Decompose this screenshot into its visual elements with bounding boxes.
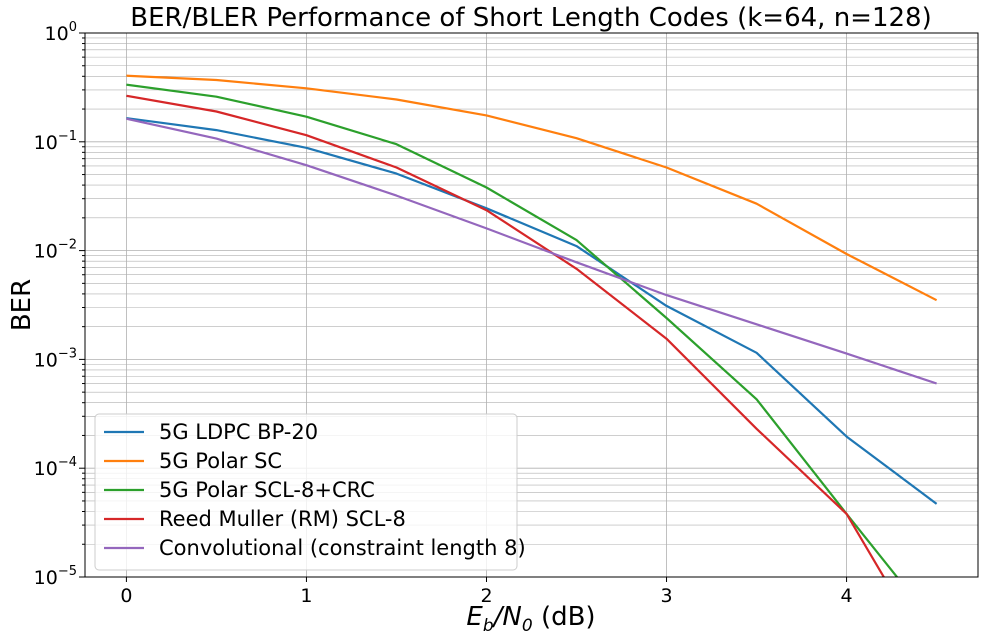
x-axis-label: Eb/N0 (dB) — [466, 602, 595, 636]
x-tick-label: 3 — [660, 585, 672, 607]
series-line-2 — [126, 83, 899, 577]
y-tick-label: 10−5 — [34, 564, 77, 589]
x-axis-label-sep: /N — [492, 602, 522, 632]
y-tick-label: 10−1 — [34, 129, 77, 154]
x-axis-label-main: E — [466, 602, 483, 632]
x-axis-label-sub-0: 0 — [522, 616, 533, 636]
x-axis-label-unit: (dB) — [533, 602, 596, 632]
y-tick-label: 10−3 — [34, 346, 77, 371]
y-tick-label: 10−4 — [34, 455, 77, 480]
x-tick-label: 2 — [480, 585, 492, 607]
plot-frame — [84, 32, 979, 578]
x-tick-label: 1 — [300, 585, 312, 607]
series-line-1 — [126, 74, 938, 302]
x-axis-ticks: 0 1 2 3 4 — [120, 577, 853, 607]
y-tick-label: 100 — [45, 20, 77, 45]
series-layer — [126, 74, 938, 577]
legend: 5G LDPC BP-20 5G Polar SC 5G Polar SCL-8+C… — [94, 413, 526, 571]
x-tick-label: 4 — [841, 585, 853, 607]
y-tick-label: 10−2 — [34, 238, 77, 263]
legend-label-2: 5G Polar SCL-8+CRC — [159, 478, 375, 502]
chart-title: BER/BLER Performance of Short Length Cod… — [130, 3, 932, 33]
x-axis-label-sub-b: b — [483, 616, 494, 636]
y-axis-ticks: 10−5 10−4 10−3 10−2 10−1 100 — [34, 20, 85, 589]
legend-label-4: Convolutional (constraint length 8) — [159, 536, 526, 560]
x-tick-label: 0 — [120, 585, 132, 607]
legend-label-0: 5G LDPC BP-20 — [159, 420, 318, 444]
series-line-3 — [126, 94, 886, 577]
series-line-0 — [126, 117, 938, 505]
legend-label-1: 5G Polar SC — [159, 449, 282, 473]
legend-box — [94, 413, 518, 571]
series-line-4 — [126, 117, 937, 385]
y-axis-label: BER — [7, 279, 37, 331]
legend-label-3: Reed Muller (RM) SCL-8 — [159, 507, 406, 531]
